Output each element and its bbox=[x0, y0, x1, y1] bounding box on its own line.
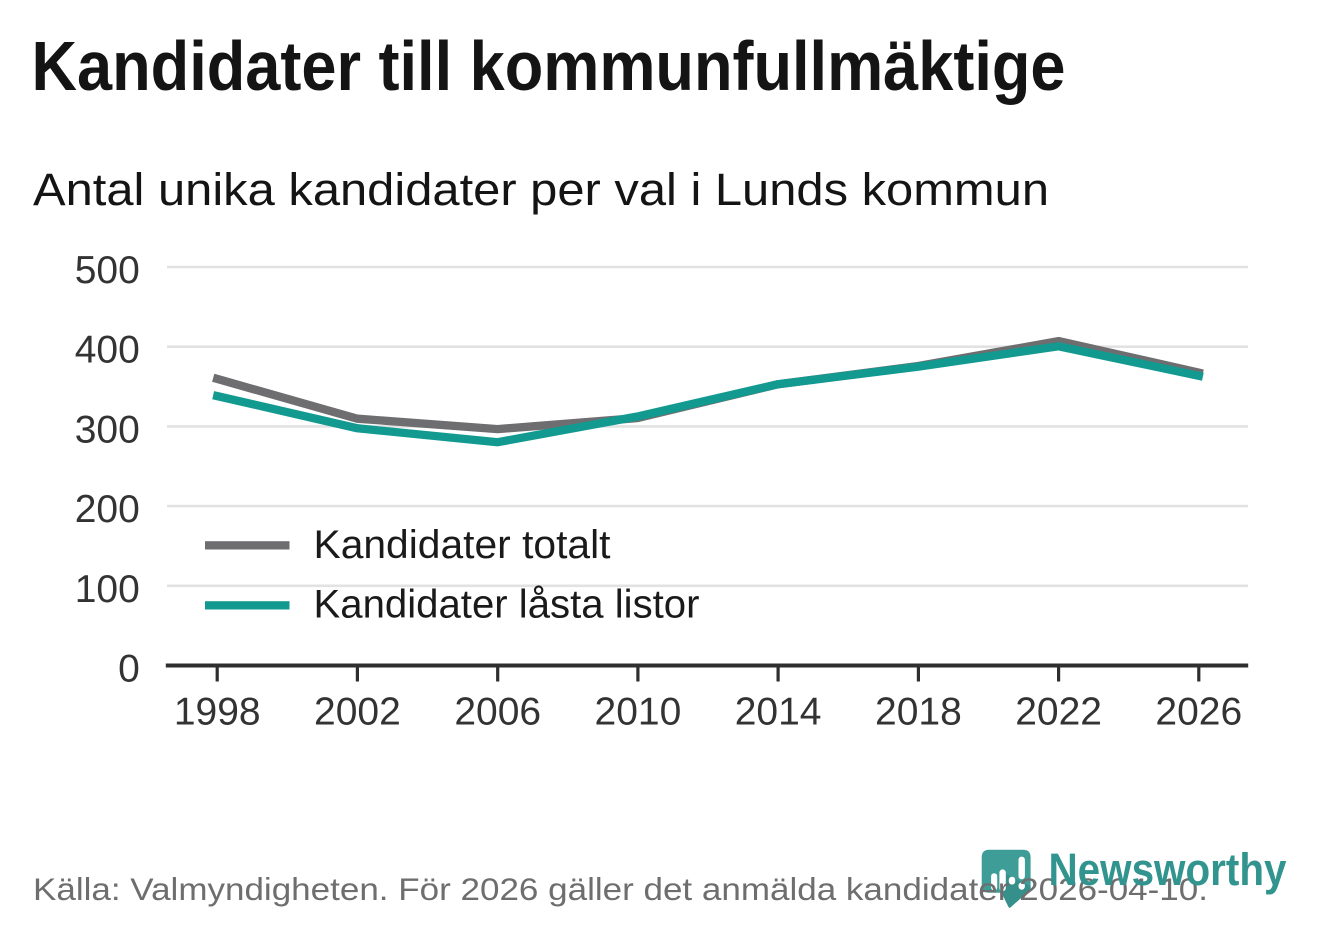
svg-text:300: 300 bbox=[75, 408, 140, 451]
svg-text:Newsworthy: Newsworthy bbox=[1049, 844, 1288, 895]
svg-text:Kandidater låsta listor: Kandidater låsta listor bbox=[314, 583, 700, 627]
svg-text:2022: 2022 bbox=[1015, 691, 1102, 734]
svg-text:2026: 2026 bbox=[1155, 691, 1242, 734]
svg-text:Kandidater till kommunfullmäkt: Kandidater till kommunfullmäktige bbox=[32, 27, 1066, 105]
svg-text:Kandidater totalt: Kandidater totalt bbox=[314, 523, 611, 567]
svg-text:500: 500 bbox=[75, 249, 140, 292]
svg-text:100: 100 bbox=[75, 568, 140, 611]
svg-text:2018: 2018 bbox=[875, 691, 962, 734]
svg-text:0: 0 bbox=[118, 648, 140, 691]
svg-text:400: 400 bbox=[75, 329, 140, 372]
svg-text:2002: 2002 bbox=[314, 691, 401, 734]
svg-text:2006: 2006 bbox=[454, 691, 541, 734]
svg-text:Antal unika kandidater per val: Antal unika kandidater per val i Lunds k… bbox=[33, 164, 1049, 215]
svg-text:200: 200 bbox=[75, 488, 140, 531]
svg-text:2010: 2010 bbox=[595, 691, 682, 734]
svg-text:Källa: Valmyndigheten. För 202: Källa: Valmyndigheten. För 2026 gäller d… bbox=[33, 871, 1208, 907]
svg-text:2014: 2014 bbox=[735, 691, 822, 734]
svg-text:1998: 1998 bbox=[174, 691, 261, 734]
